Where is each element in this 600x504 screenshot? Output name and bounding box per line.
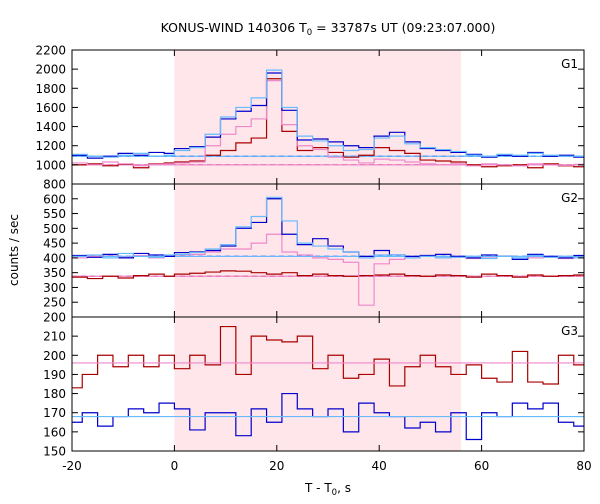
panel-frame-g3	[71, 316, 585, 452]
x-tick-label: -20	[62, 459, 82, 473]
y-tick-label: 500	[43, 222, 66, 236]
y-tick-label: 800	[43, 178, 66, 192]
y-tick-label: 2200	[35, 44, 66, 58]
y-tick-label: 300	[43, 281, 66, 295]
y-tick-label: 200	[43, 349, 66, 363]
y-tick-label: 2000	[35, 63, 66, 77]
y-tick-label: 160	[43, 425, 66, 439]
x-tick-label: 80	[576, 459, 591, 473]
x-axis-label: T - T0, s	[304, 481, 351, 498]
y-tick-label: 1000	[35, 158, 66, 172]
x-tick-label: 20	[269, 459, 284, 473]
panel-g3: 150 160 170 180 190 200 210 G3	[43, 316, 585, 459]
y-tick-label: 150	[43, 445, 66, 459]
panel-label: G3	[561, 324, 578, 338]
y-tick-label: 550	[43, 207, 66, 221]
y-tick-label: 180	[43, 387, 66, 401]
series-g3-dark-red	[72, 325, 584, 389]
y-tick-label: 190	[43, 368, 66, 382]
y-tick-label: 210	[43, 330, 66, 344]
y-tick-label: 250	[43, 296, 66, 310]
y-tick-label: 1400	[35, 120, 66, 134]
x-tick-label: 0	[171, 459, 179, 473]
y-tick-label: 350	[43, 266, 66, 280]
series-g1-light-blue	[72, 69, 584, 158]
y-tick-label: 600	[43, 192, 66, 206]
panel-g1: 800 1000 1200 1400 1600 1800 2000 2200 G1	[35, 44, 585, 192]
chart-title: KONUS-WIND 140306 T0 = 33787s UT (09:23:…	[161, 20, 496, 38]
series-g2-light-blue	[72, 196, 584, 260]
y-tick-label: 400	[43, 251, 66, 265]
y-tick-label: 1200	[35, 139, 66, 153]
panel-label: G2	[561, 191, 578, 205]
panels-layer: 8001000120014001600180020002200G12002503…	[35, 44, 591, 474]
y-tick-label: 1800	[35, 82, 66, 96]
y-tick-label: 200	[43, 311, 66, 325]
x-tick-label: 40	[372, 459, 387, 473]
x-tick-label: 60	[474, 459, 489, 473]
series-g1-pink	[72, 80, 584, 167]
y-axis-label: counts / sec	[7, 214, 21, 286]
series-g2-dark-red	[72, 270, 584, 280]
y-tick-label: 1600	[35, 101, 66, 115]
panel-label: G1	[561, 57, 578, 71]
y-tick-label: 450	[43, 237, 66, 251]
y-tick-label: 170	[43, 406, 66, 420]
